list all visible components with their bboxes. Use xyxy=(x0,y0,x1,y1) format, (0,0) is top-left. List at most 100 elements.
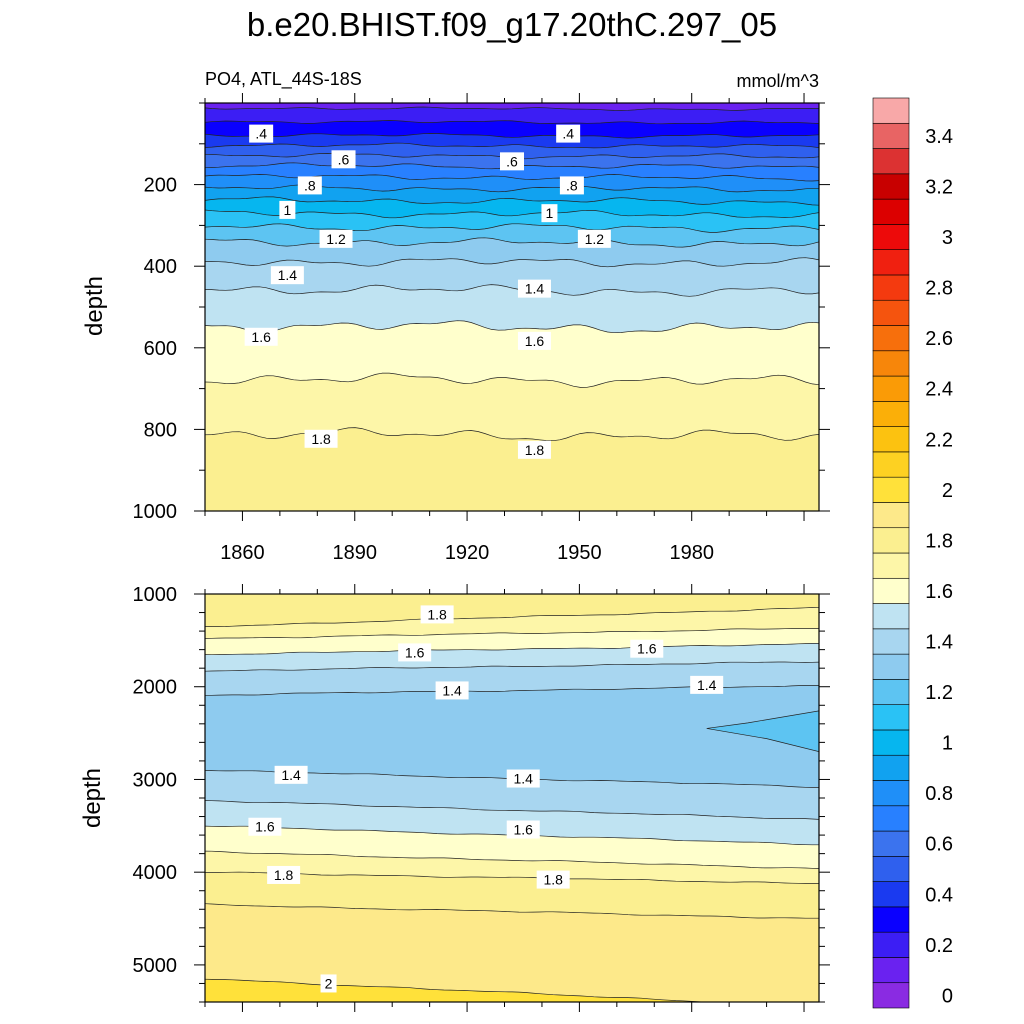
units-label: mmol/m^3 xyxy=(737,71,819,91)
lower-contour-line xyxy=(205,606,819,627)
lower-contour-label-bg xyxy=(320,974,337,993)
colorbar-swatch xyxy=(872,173,910,200)
upper-contour-line xyxy=(205,120,819,125)
colorbar-tick-label: 3.2 xyxy=(925,176,953,198)
lower-contour-label-bg xyxy=(630,639,664,658)
colorbar-swatch xyxy=(872,97,910,124)
lower-contour-label: 1.6 xyxy=(405,644,425,660)
x-tick-label: 1920 xyxy=(445,542,490,564)
colorbar-tick-label: 0.4 xyxy=(925,884,953,906)
colorbar-swatch xyxy=(872,805,910,832)
colorbar-tick-label: 0.6 xyxy=(925,834,953,856)
lower-contour-label: 1.4 xyxy=(281,767,301,783)
lower-contour-label: 1.6 xyxy=(637,641,657,657)
colorbar-swatch xyxy=(872,628,910,655)
upper-contour-label-bg xyxy=(319,229,353,248)
upper-panel: .4 .4 .6 .6 .8 .8 1 1 1.2 1.2 1.4 1.4 1.6 1.6 1.8 1.8 1… xyxy=(81,93,830,564)
colorbar-swatch xyxy=(872,957,910,984)
upper-contour-label-bg xyxy=(517,279,551,298)
x-tick-label: 1980 xyxy=(669,542,714,564)
colorbar-swatch xyxy=(872,299,910,326)
upper-contour-label: 1.8 xyxy=(311,431,331,447)
lower-contour-label-bg xyxy=(536,870,570,889)
colorbar-swatch xyxy=(872,754,910,781)
colorbar-swatch xyxy=(872,198,910,225)
lower-fill-band xyxy=(205,903,819,1002)
lower-contour-label-bg xyxy=(506,769,540,788)
colorbar-swatch xyxy=(872,982,910,1009)
colorbar-tick-label: 0 xyxy=(942,985,953,1007)
lower-tongue-fill xyxy=(706,710,819,752)
upper-contour-label-bg xyxy=(297,176,322,195)
colorbar-tick-label: 1 xyxy=(942,733,953,755)
upper-contour-label-bg xyxy=(541,204,558,223)
colorbar-swatch xyxy=(872,274,910,301)
colorbar-swatches xyxy=(872,97,910,1009)
upper-contour-label-bg xyxy=(556,124,581,143)
lower-contour-label: 1.8 xyxy=(427,606,447,622)
colorbar-tick-label: 2.2 xyxy=(925,429,953,451)
upper-contour-line xyxy=(205,142,819,149)
lower-contour-label: 1.6 xyxy=(513,822,533,838)
upper-contour-line xyxy=(205,223,819,233)
lower-contour-label: 1.8 xyxy=(274,867,294,883)
colorbar-swatch xyxy=(872,603,910,630)
lower-contour-label-bg xyxy=(420,605,454,624)
colorbar-swatch xyxy=(872,653,910,680)
variable-region-label: PO4, ATL_44S-18S xyxy=(205,69,362,90)
upper-contour-line xyxy=(205,133,819,139)
colorbar-swatch xyxy=(872,375,910,402)
colorbar-tick-label: 3.4 xyxy=(925,126,953,148)
upper-contour-label-bg xyxy=(279,200,296,219)
colorbar-tick-label: 2 xyxy=(942,480,953,502)
colorbar-swatch xyxy=(872,249,910,276)
upper-contour-label: 1.6 xyxy=(251,329,271,345)
lower-contour-label: 1.4 xyxy=(442,682,462,698)
upper-axis-ticks: 1860 1890 1920 1950 1980 200 400 600 800 1000 xyxy=(133,93,830,564)
colorbar-swatch xyxy=(872,148,910,175)
colorbar: 0 0.2 0.4 0.6 0.8 1 1.2 1.4 1.6 1.8 2 2.2 2.4 2.6 2.8 3… xyxy=(872,97,953,1009)
upper-contour-line xyxy=(205,372,819,388)
colorbar-swatch xyxy=(872,906,910,933)
y-tick-label: 200 xyxy=(144,175,177,197)
upper-y-axis-label: depth xyxy=(81,276,108,336)
colorbar-swatch xyxy=(872,552,910,579)
upper-contour-labels: .4 .4 .6 .6 .8 .8 1 1 1.2 1.2 1.4 1.4 1.6 1.6 1.8 1.8 xyxy=(244,124,611,459)
colorbar-tick-label: 3 xyxy=(942,227,953,249)
colorbar-swatch xyxy=(872,224,910,250)
upper-contour-label: .6 xyxy=(506,153,518,169)
upper-contour-label: 1.2 xyxy=(585,231,605,247)
upper-contour-fills xyxy=(205,103,819,511)
colorbar-tick-label: 0.2 xyxy=(925,935,953,957)
lower-contour-lines xyxy=(205,606,819,1002)
colorbar-swatch xyxy=(872,729,910,756)
y-tick-label: 600 xyxy=(144,338,177,360)
lower-contour-label-bg xyxy=(398,643,432,662)
upper-contour-label: 1.8 xyxy=(525,442,545,458)
lower-contour-line xyxy=(205,643,819,656)
colorbar-swatch xyxy=(872,780,910,807)
upper-contour-label: 1.4 xyxy=(278,267,298,283)
upper-contour-label: .4 xyxy=(255,126,267,142)
y-tick-label: 800 xyxy=(144,419,177,441)
upper-contour-label-bg xyxy=(559,176,584,195)
x-tick-label: 1950 xyxy=(557,542,602,564)
colorbar-swatch xyxy=(872,426,910,453)
y-tick-label: 5000 xyxy=(133,955,178,977)
lower-panel: 1.8 1.6 1.6 1.4 1.4 1.4 1.4 1.6 1.6 1.8 1.8 2 1000 2… xyxy=(79,584,830,1012)
upper-contour-label: 1.2 xyxy=(326,231,346,247)
colorbar-tick-label: 2.6 xyxy=(925,328,953,350)
upper-contour-line xyxy=(205,284,819,297)
lower-contour-line xyxy=(205,661,819,672)
lower-y-axis-label: depth xyxy=(79,768,106,828)
y-tick-label: 1000 xyxy=(133,584,178,606)
lower-contour-label-bg xyxy=(267,865,301,884)
lower-contour-labels: 1.8 1.6 1.6 1.4 1.4 1.4 1.4 1.6 1.6 1.8 1.8 2 xyxy=(248,605,724,993)
colorbar-tick-label: 1.8 xyxy=(925,530,953,552)
lower-contour-fills xyxy=(205,594,819,1002)
lower-contour-label: 1.8 xyxy=(543,872,563,888)
upper-contour-line xyxy=(205,257,819,268)
y-tick-label: 3000 xyxy=(133,769,178,791)
lower-contour-label: 1.6 xyxy=(255,819,275,835)
